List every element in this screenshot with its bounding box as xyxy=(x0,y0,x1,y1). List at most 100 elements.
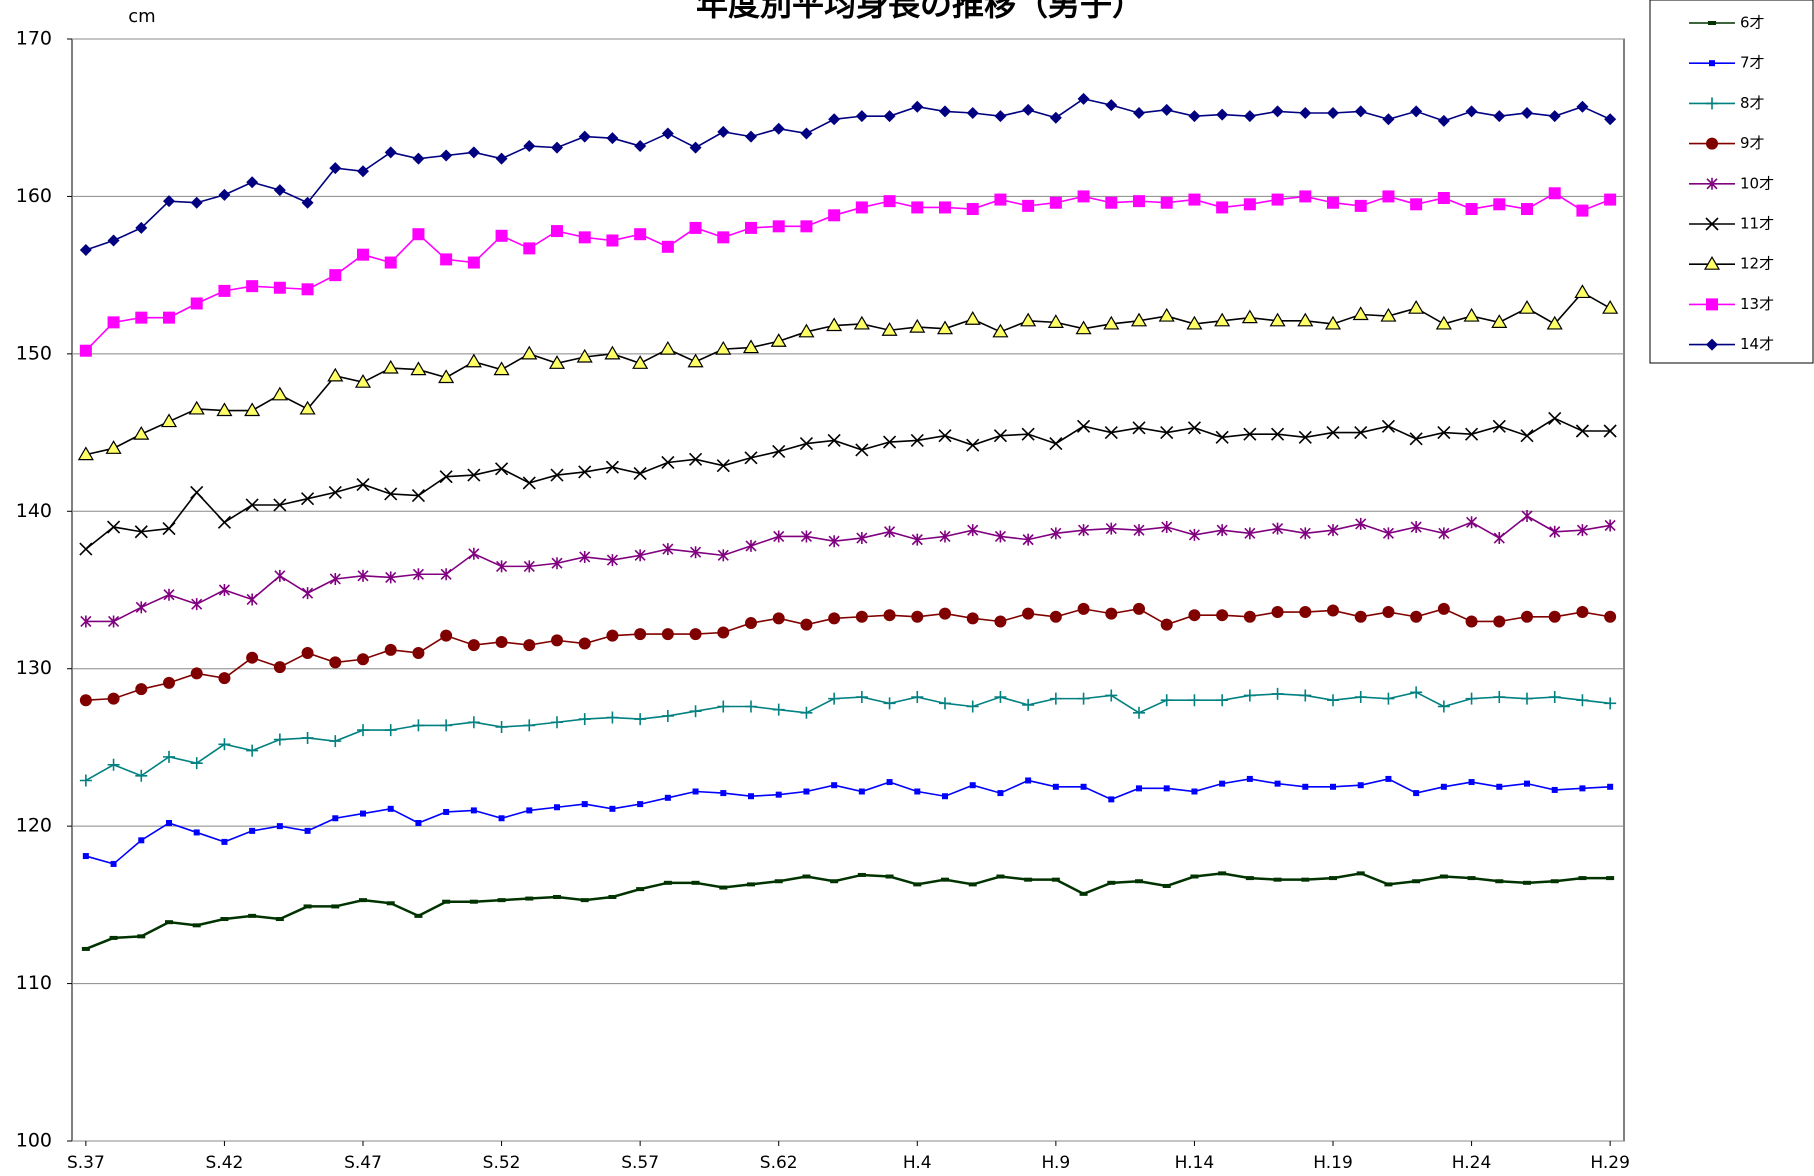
marker xyxy=(964,311,981,325)
marker xyxy=(246,744,259,757)
marker xyxy=(498,815,505,822)
marker xyxy=(1465,615,1478,628)
marker xyxy=(828,612,841,625)
marker xyxy=(994,615,1007,628)
marker xyxy=(1468,779,1475,786)
marker xyxy=(719,885,728,890)
x-tick-label: H.14 xyxy=(1175,1153,1215,1173)
marker xyxy=(966,700,979,713)
marker xyxy=(1548,411,1562,425)
marker xyxy=(1576,100,1589,113)
marker xyxy=(1439,874,1448,879)
marker xyxy=(1327,694,1339,707)
marker xyxy=(107,316,120,329)
marker xyxy=(1135,879,1143,884)
marker xyxy=(941,877,949,882)
marker xyxy=(772,703,785,716)
marker xyxy=(994,530,1006,543)
marker xyxy=(1047,314,1064,328)
marker xyxy=(1273,877,1282,882)
legend-label: 11才 xyxy=(1740,215,1774,233)
marker xyxy=(745,617,757,630)
marker xyxy=(1604,113,1617,126)
y-tick-label: 130 xyxy=(16,657,52,679)
marker xyxy=(1380,307,1397,322)
marker xyxy=(357,653,369,666)
marker xyxy=(439,470,453,484)
marker xyxy=(745,539,757,552)
marker xyxy=(826,317,843,332)
marker xyxy=(578,130,591,143)
marker xyxy=(163,311,175,324)
marker xyxy=(1269,312,1286,327)
marker xyxy=(1188,193,1201,206)
marker xyxy=(1241,309,1258,324)
marker xyxy=(273,733,286,746)
marker xyxy=(190,196,203,209)
marker xyxy=(190,485,204,499)
marker xyxy=(580,898,589,903)
marker xyxy=(634,228,647,241)
marker xyxy=(800,127,813,140)
marker xyxy=(883,435,897,449)
marker xyxy=(1077,419,1091,433)
marker xyxy=(637,801,644,808)
marker xyxy=(276,823,283,830)
marker xyxy=(82,853,89,860)
marker xyxy=(1576,606,1589,619)
marker xyxy=(1576,524,1588,537)
marker xyxy=(578,713,591,726)
marker xyxy=(1463,307,1480,322)
marker xyxy=(79,542,93,556)
marker xyxy=(1381,419,1395,433)
marker xyxy=(1301,877,1310,882)
marker xyxy=(1216,694,1229,707)
marker xyxy=(581,801,588,808)
marker xyxy=(1437,114,1450,127)
y-tick-label: 170 xyxy=(16,28,52,50)
marker xyxy=(1465,427,1479,441)
marker xyxy=(216,402,233,417)
marker xyxy=(467,468,481,482)
marker xyxy=(883,110,896,123)
marker xyxy=(1330,783,1336,790)
marker xyxy=(163,676,175,689)
marker xyxy=(1493,691,1506,704)
marker xyxy=(332,815,339,822)
marker xyxy=(994,691,1007,704)
chart-title: 年度別平均身長の推移（男子） xyxy=(696,0,1144,23)
marker xyxy=(329,572,341,585)
marker xyxy=(1551,786,1558,793)
marker xyxy=(329,735,342,748)
marker xyxy=(493,361,510,376)
marker xyxy=(1161,521,1173,534)
marker xyxy=(246,651,259,664)
marker xyxy=(720,790,727,797)
marker xyxy=(218,188,231,201)
marker xyxy=(1299,106,1312,119)
marker xyxy=(523,639,536,652)
marker xyxy=(1214,312,1231,327)
marker xyxy=(609,805,616,812)
marker xyxy=(855,691,868,704)
marker xyxy=(523,242,536,255)
y-tick-label: 150 xyxy=(16,342,52,364)
series-line xyxy=(85,417,1611,550)
marker xyxy=(329,162,342,175)
marker xyxy=(661,455,675,470)
marker xyxy=(1524,780,1530,787)
marker xyxy=(857,872,866,877)
marker xyxy=(1246,775,1253,782)
marker xyxy=(469,899,478,904)
marker xyxy=(193,829,200,836)
marker xyxy=(939,530,951,543)
marker xyxy=(440,149,453,162)
marker xyxy=(1160,426,1174,440)
marker xyxy=(1603,424,1617,438)
marker xyxy=(1465,105,1478,118)
marker xyxy=(135,683,148,696)
marker xyxy=(273,498,287,512)
marker xyxy=(1188,694,1201,707)
marker xyxy=(273,184,286,197)
marker xyxy=(1437,700,1450,713)
